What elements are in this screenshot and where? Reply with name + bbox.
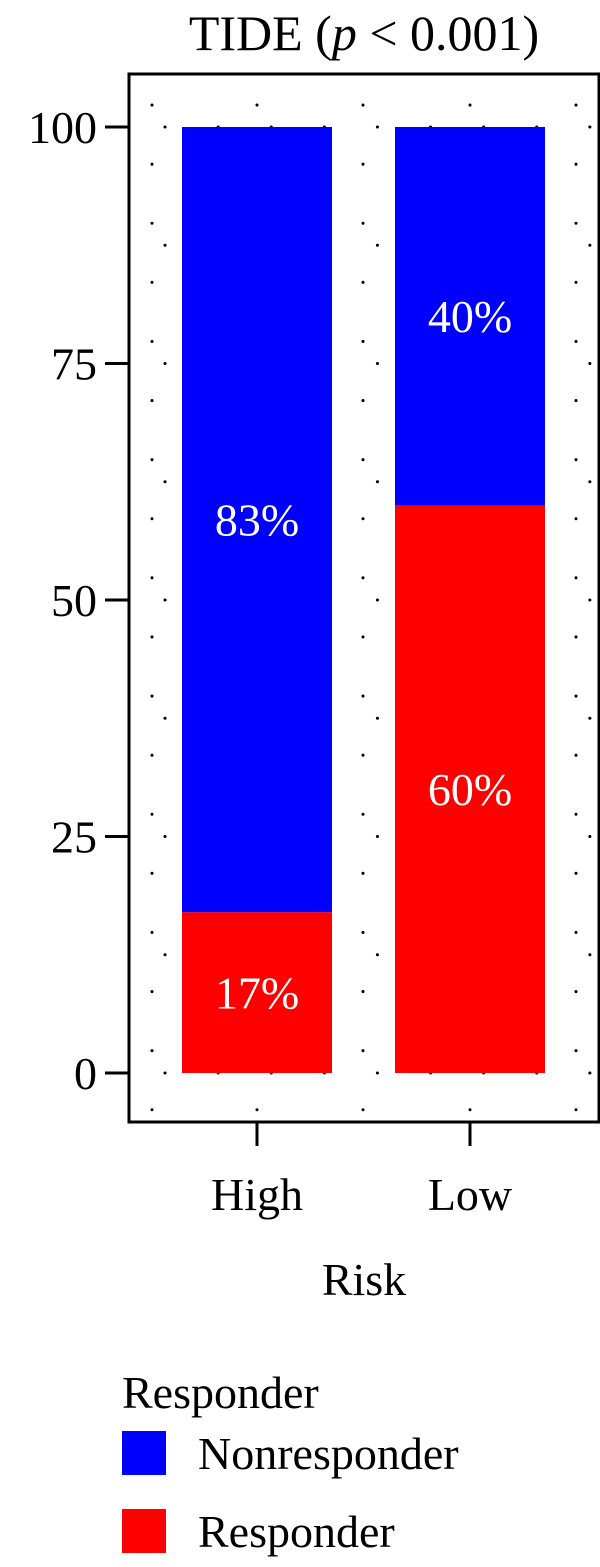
bar-label-low-nonresponder: 40% <box>428 291 512 342</box>
plot-frame <box>127 72 600 1124</box>
bar-low-responder <box>395 505 545 1073</box>
legend: Responder Nonresponder Responder <box>122 1367 459 1557</box>
x-tick-label-high: High <box>211 1169 303 1220</box>
legend-title: Responder <box>122 1367 319 1418</box>
bar-label-high-nonresponder: 83% <box>215 495 299 546</box>
bar-high-responder <box>182 912 332 1073</box>
y-tick-label-0: 0 <box>74 1048 97 1099</box>
y-axis: 0 25 50 75 100 <box>28 102 129 1099</box>
y-tick-label-2: 50 <box>51 575 97 626</box>
legend-entries: Nonresponder Responder <box>122 1428 459 1557</box>
y-tick-label-3: 75 <box>51 339 97 390</box>
legend-label-responder: Responder <box>198 1506 395 1557</box>
legend-swatch-nonresponder <box>122 1431 166 1475</box>
y-tick-label-4: 100 <box>28 102 97 153</box>
bar-high-nonresponder <box>182 127 332 913</box>
bar-labels: 17% 83% 60% 40% <box>215 291 512 1018</box>
x-tick-label-low: Low <box>428 1169 513 1220</box>
legend-swatch-responder <box>122 1509 166 1553</box>
x-axis-title: Risk <box>322 1254 406 1305</box>
bar-label-high-responder: 17% <box>215 968 299 1019</box>
chart-title: TIDE (p < 0.001) <box>189 5 539 61</box>
bars <box>182 127 545 1073</box>
x-axis: High Low <box>211 1122 513 1220</box>
bar-low-nonresponder <box>395 127 545 506</box>
y-tick-label-1: 25 <box>51 812 97 863</box>
legend-label-nonresponder: Nonresponder <box>198 1428 459 1479</box>
bar-label-low-responder: 60% <box>428 764 512 815</box>
